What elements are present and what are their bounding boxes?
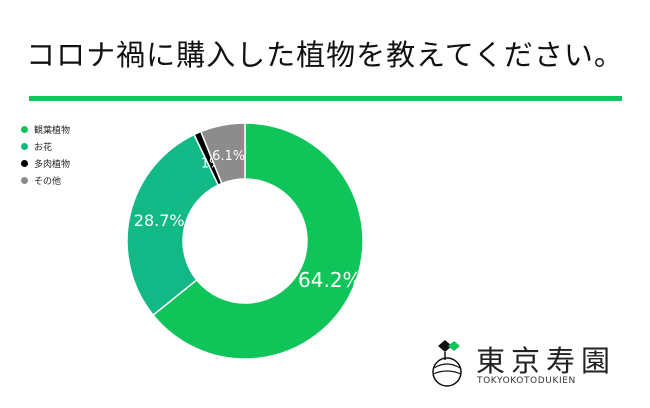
legend-label: 多肉植物 [34, 160, 71, 170]
logo-romaji: TOKYOKOTODUKIEN [477, 376, 576, 386]
legend-item: その他 [21, 172, 70, 189]
legend-swatch [21, 160, 28, 167]
pie-slice [152, 122, 364, 360]
legend-label: 観葉植物 [34, 126, 71, 136]
data-label: 64.2% [298, 268, 362, 292]
page-title: コロナ禍に購入した植物を教えてください。 [26, 38, 624, 72]
legend-swatch [21, 177, 28, 184]
legend-label: お花 [34, 143, 53, 153]
data-label: 28.7% [134, 211, 185, 230]
logo: 東京寿園 TOKYOKOTODUKIEN [426, 336, 636, 392]
pot-plant-icon [432, 340, 462, 387]
title-divider [29, 96, 622, 101]
logo-wordmark: 東京寿園 [476, 344, 617, 378]
legend-label: その他 [34, 177, 62, 187]
legend-swatch [21, 126, 28, 133]
pie-slice [199, 122, 246, 185]
pie-slice [126, 133, 220, 317]
legend-swatch [21, 143, 28, 150]
legend-item: 観葉植物 [21, 121, 70, 138]
legend-item: お花 [21, 138, 70, 155]
chart-legend: 観葉植物お花多肉植物その他 [21, 121, 70, 189]
data-label: 6.1% [212, 149, 245, 164]
legend-item: 多肉植物 [21, 155, 70, 172]
